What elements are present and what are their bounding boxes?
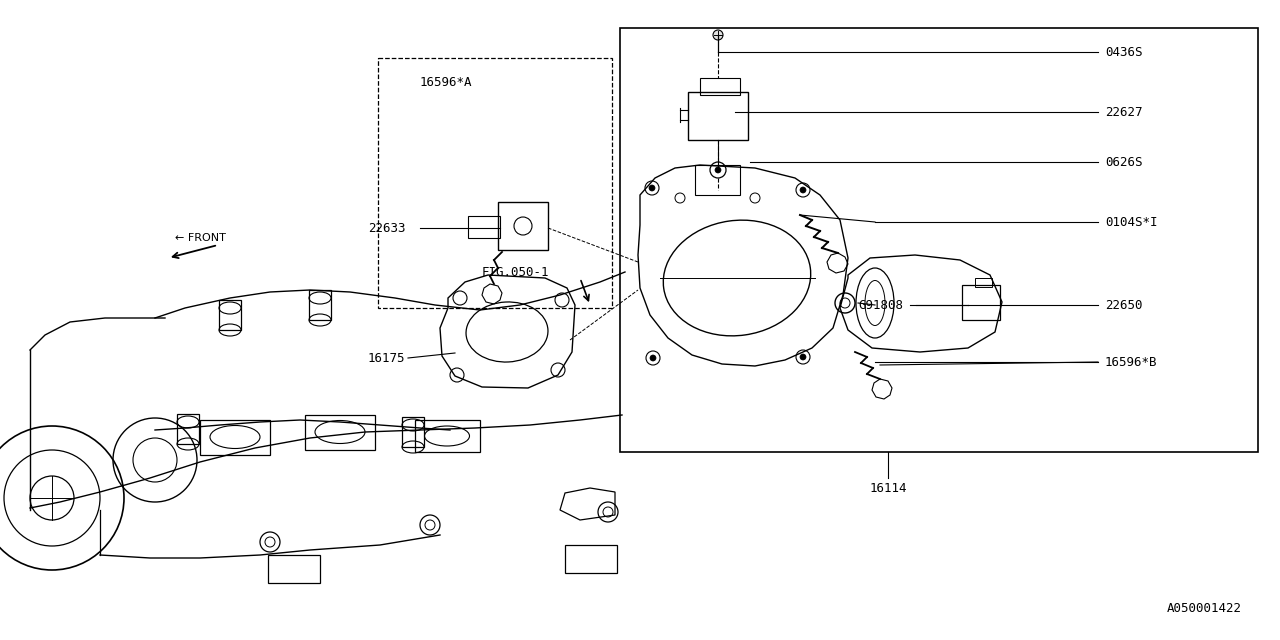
Text: 22633: 22633 [369,221,406,234]
Circle shape [710,162,726,178]
Text: 0626S: 0626S [1105,156,1143,168]
Text: FIG.050-1: FIG.050-1 [483,266,549,278]
Text: 22627: 22627 [1105,106,1143,118]
Text: 0104S*I: 0104S*I [1105,216,1157,228]
Bar [308,290,332,320]
Text: G91808: G91808 [858,298,902,312]
Bar [177,414,198,444]
Text: 22650: 22650 [1105,298,1143,312]
Text: 16175: 16175 [369,351,406,365]
Text: 0436S: 0436S [1105,45,1143,58]
Circle shape [649,185,655,191]
Text: ← FRONT: ← FRONT [175,233,225,243]
Circle shape [716,167,721,173]
Text: 16596*A: 16596*A [420,76,472,88]
Circle shape [713,30,723,40]
Text: 16596*B: 16596*B [1105,355,1157,369]
Bar [402,417,424,447]
Circle shape [650,355,657,361]
Circle shape [800,354,806,360]
Bar [219,300,241,330]
Text: 16114: 16114 [869,481,906,495]
Circle shape [800,187,806,193]
Text: A050001422: A050001422 [1167,602,1242,614]
